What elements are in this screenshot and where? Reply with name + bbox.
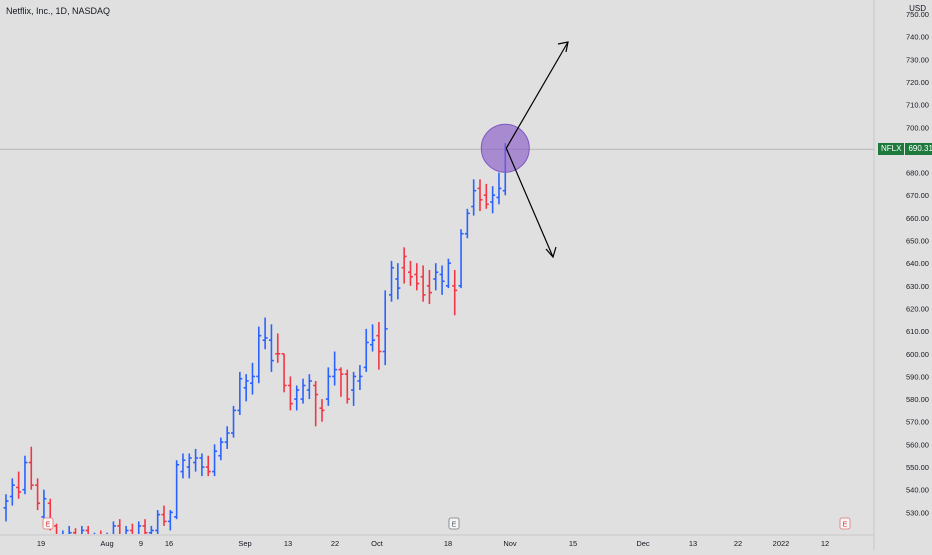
last-price-value: 690.31 [904,143,932,155]
last-price-symbol: NFLX [878,143,905,155]
y-tick-label: 670.00 [906,191,929,200]
x-tick-label: Oct [371,539,384,548]
x-tick-label: 2022 [773,539,790,548]
earnings-marker-box [448,517,460,530]
earnings-marker-label: E [452,522,457,529]
y-tick-label: 630.00 [906,282,929,291]
x-tick-label: 22 [331,539,339,548]
x-tick-label: 9 [139,539,143,548]
x-tick-label: Aug [100,539,113,548]
y-tick-label: 640.00 [906,259,929,268]
x-tick-label: Dec [636,539,650,548]
highlight-circle [480,123,530,173]
y-tick-label: 610.00 [906,327,929,336]
x-tick-label: 13 [284,539,292,548]
x-tick-label: 16 [165,539,173,548]
down-arrow-head [545,246,557,259]
earnings-marker[interactable]: E [42,517,54,530]
last-price-tag: NFLX 690.31 [878,143,932,155]
earnings-marker[interactable]: E [839,517,851,530]
y-tick-label: 590.00 [906,372,929,381]
y-tick-label: 660.00 [906,214,929,223]
earnings-marker[interactable]: E [448,517,460,530]
x-tick-label: Sep [238,539,251,548]
up-arrow [505,41,569,149]
earnings-marker-box [42,517,54,530]
chart-title: Netflix, Inc., 1D, NASDAQ [6,6,111,16]
y-tick-label: 700.00 [906,123,929,132]
y-tick-label: 530.00 [906,508,929,517]
y-tick-label: 560.00 [906,440,929,449]
y-tick-label: 600.00 [906,350,929,359]
y-tick-label: 720.00 [906,78,929,87]
currency-label: USD [909,4,926,13]
up-arrow-head [557,41,569,53]
down-arrow [505,147,554,258]
earnings-marker-box [839,517,851,530]
y-tick-label: 550.00 [906,463,929,472]
y-tick-label: 730.00 [906,55,929,64]
earnings-marker-label: E [843,522,848,529]
y-tick-label: 540.00 [906,486,929,495]
y-tick-label: 570.00 [906,418,929,427]
x-tick-label: 19 [37,539,45,548]
y-tick-label: 740.00 [906,33,929,42]
y-tick-label: 650.00 [906,237,929,246]
y-tick-label: 750.00 [906,10,929,19]
earnings-marker-label: E [46,522,51,529]
y-tick-label: 710.00 [906,101,929,110]
x-tick-label: 15 [569,539,577,548]
x-tick-label: 12 [821,539,829,548]
y-tick-label: 620.00 [906,304,929,313]
x-tick-label: Nov [503,539,517,548]
x-tick-label: 13 [689,539,697,548]
y-tick-label: 680.00 [906,169,929,178]
price-axis [874,0,932,550]
y-tick-label: 580.00 [906,395,929,404]
x-tick-label: 22 [734,539,742,548]
x-tick-label: 18 [444,539,452,548]
